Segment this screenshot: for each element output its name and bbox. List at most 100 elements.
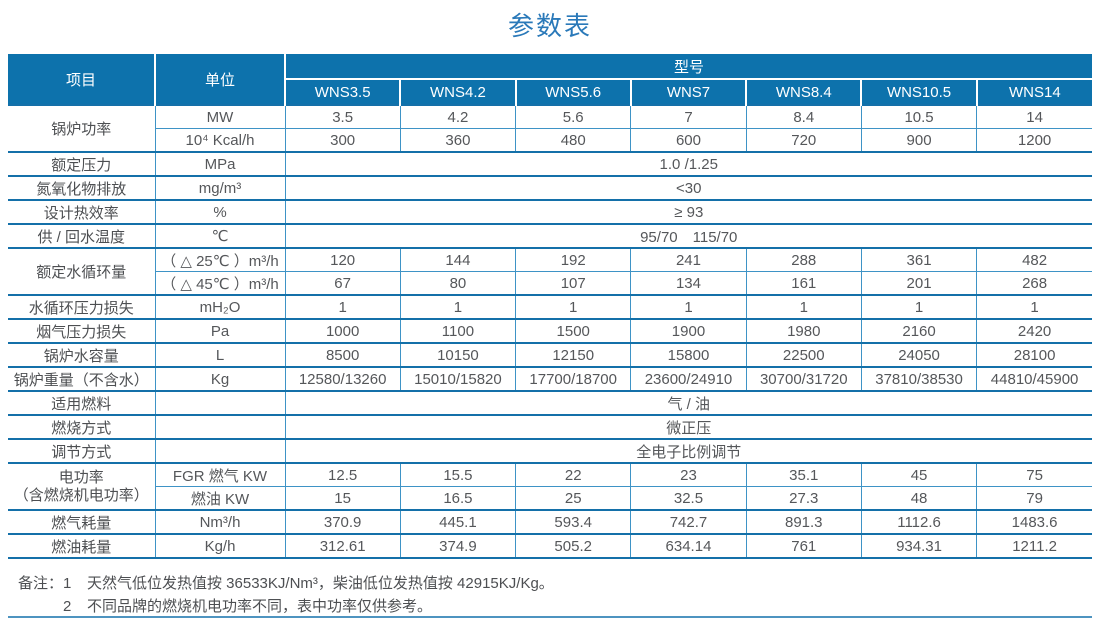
value-cell: 505.2: [515, 533, 632, 559]
value-cell: 134: [630, 271, 747, 296]
value-cell: 891.3: [745, 509, 862, 535]
value-cell: 5.6: [515, 104, 632, 129]
span-value-cell: 气 / 油: [284, 390, 1092, 416]
value-cell: 107: [515, 271, 632, 296]
value-cell: 2160: [860, 318, 978, 344]
unit-cell: （ △ 45℃ ）m³/h: [154, 271, 286, 296]
value-cell: 742.7: [630, 509, 747, 535]
row-label: 电功率 （含燃烧机电功率）: [8, 462, 156, 511]
row-label: 锅炉重量（不含水）: [8, 366, 156, 392]
value-cell: 15800: [630, 342, 747, 368]
value-cell: 1100: [399, 318, 517, 344]
value-cell: 24050: [860, 342, 978, 368]
unit-cell: ℃: [154, 223, 286, 249]
value-cell: 25: [515, 486, 632, 511]
note-number: 2: [63, 598, 72, 615]
unit-cell: MPa: [154, 151, 286, 177]
value-cell: 161: [745, 271, 862, 296]
value-cell: 15.5: [399, 462, 517, 487]
note-text: 不同品牌的燃烧机电功率不同，表中功率仅供参考。: [87, 598, 433, 615]
span-value-cell: <30: [284, 175, 1092, 201]
span-value-cell: 95/70 115/70: [284, 223, 1092, 249]
table-row: 水循环压力损失 mH₂O 1 1 1 1 1 1 1: [8, 294, 1092, 320]
value-cell: 30700/31720: [745, 366, 862, 392]
table-row: 燃气耗量 Nm³/h 370.9 445.1 593.4 742.7 891.3…: [8, 509, 1092, 535]
value-cell: 600: [630, 128, 747, 153]
unit-cell: [154, 390, 286, 416]
value-cell: 7: [630, 104, 747, 129]
value-cell: 44810/45900: [976, 366, 1092, 392]
value-cell: 1112.6: [860, 509, 978, 535]
value-cell: 1: [399, 294, 517, 320]
table-row: 氮氧化物排放 mg/m³ <30: [8, 175, 1092, 201]
table-row: 燃油 KW 15 16.5 25 32.5 27.3 48 79: [8, 486, 1092, 511]
model-header: WNS3.5: [283, 78, 402, 105]
table-row: 锅炉水容量 L 8500 10150 12150 15800 22500 240…: [8, 342, 1092, 368]
unit-cell: MW: [154, 104, 286, 129]
unit-cell: mg/m³: [154, 175, 286, 201]
row-label-line1: 电功率: [58, 468, 104, 486]
col-header-unit: 单位: [154, 54, 286, 105]
value-cell: 360: [399, 128, 517, 153]
value-cell: 120: [284, 247, 401, 272]
value-cell: 634.14: [630, 533, 747, 559]
value-cell: 1: [745, 294, 862, 320]
table-row: 供 / 回水温度 ℃ 95/70 115/70: [8, 223, 1092, 249]
table-row: 适用燃料 气 / 油: [8, 390, 1092, 416]
model-header: WNS14: [975, 78, 1092, 105]
notes-list: 1 天然气低位发热值按 36533KJ/Nm³，柴油低位发热值按 42915KJ…: [63, 572, 554, 618]
value-cell: 1: [860, 294, 978, 320]
value-cell: 17700/18700: [515, 366, 632, 392]
model-header: WNS10.5: [860, 78, 978, 105]
note-number: 1: [63, 575, 72, 592]
row-label: 燃烧方式: [8, 414, 156, 440]
value-cell: 14: [976, 104, 1092, 129]
value-cell: 48: [860, 486, 978, 511]
value-cell: 80: [399, 271, 517, 296]
table-row: 燃烧方式 微正压: [8, 414, 1092, 440]
col-header-model-group: 型号: [284, 54, 1092, 79]
unit-cell: FGR 燃气 KW: [154, 462, 286, 487]
table-row: 10⁴ Kcal/h 300 360 480 600 720 900 1200: [8, 128, 1092, 153]
table-row: 电功率 （含燃烧机电功率） FGR 燃气 KW 12.5 15.5 22 23 …: [8, 462, 1092, 511]
unit-cell: Kg/h: [154, 533, 286, 559]
value-cell: 1500: [515, 318, 632, 344]
row-label: 额定水循环量: [8, 247, 156, 296]
value-cell: 16.5: [399, 486, 517, 511]
row-label-line2: （含燃烧机电功率）: [13, 486, 149, 504]
value-cell: 27.3: [745, 486, 862, 511]
value-cell: 75: [976, 462, 1092, 487]
row-label: 设计热效率: [8, 199, 156, 225]
value-cell: 1: [976, 294, 1092, 320]
value-cell: 35.1: [745, 462, 862, 487]
page-title: 参数表: [507, 11, 592, 41]
unit-cell: mH₂O: [154, 294, 286, 320]
notes: 备注： 1 天然气低位发热值按 36533KJ/Nm³，柴油低位发热值按 429…: [18, 572, 1100, 618]
value-cell: 720: [745, 128, 862, 153]
unit-cell: [154, 414, 286, 440]
value-cell: 10150: [399, 342, 517, 368]
row-label: 烟气压力损失: [8, 318, 156, 344]
value-cell: 8.4: [745, 104, 862, 129]
note-text: 天然气低位发热值按 36533KJ/Nm³，柴油低位发热值按 42915KJ/K…: [87, 575, 554, 592]
unit-cell: 10⁴ Kcal/h: [154, 128, 286, 153]
value-cell: 12.5: [284, 462, 401, 487]
value-cell: 241: [630, 247, 747, 272]
value-cell: 1211.2: [976, 533, 1092, 559]
value-cell: 201: [860, 271, 978, 296]
value-cell: 12580/13260: [284, 366, 401, 392]
row-label: 调节方式: [8, 438, 156, 464]
value-cell: 23600/24910: [630, 366, 747, 392]
row-label: 锅炉功率: [8, 104, 156, 153]
row-label: 适用燃料: [8, 390, 156, 416]
span-value-cell: 全电子比例调节: [284, 438, 1092, 464]
value-cell: 28100: [976, 342, 1092, 368]
value-cell: 445.1: [399, 509, 517, 535]
value-cell: 15010/15820: [399, 366, 517, 392]
value-cell: 900: [860, 128, 978, 153]
unit-cell: （ △ 25℃ ）m³/h: [154, 247, 286, 272]
value-cell: 67: [284, 271, 401, 296]
span-value-cell: ≥ 93: [284, 199, 1092, 225]
bottom-divider: [8, 616, 1092, 618]
unit-cell: 燃油 KW: [154, 486, 286, 511]
